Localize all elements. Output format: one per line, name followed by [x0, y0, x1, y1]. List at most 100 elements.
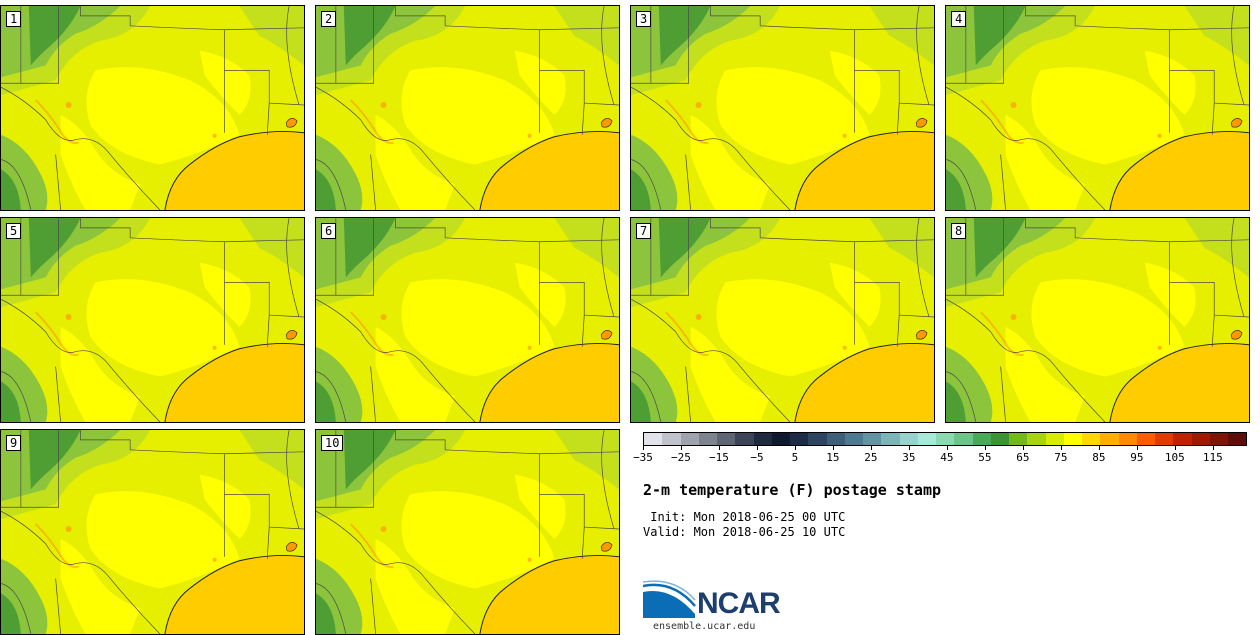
colorbar-tick [832, 446, 834, 450]
postage-stamp-map: 1 [0, 5, 305, 211]
colorbar-ticks: −35 −25 −15 −5 5 15 25 35 45 55 65 75 85 95 105 115 [633, 446, 1247, 466]
temperature-map-icon [1, 218, 304, 422]
colorbar-swatch [936, 433, 955, 445]
colorbar-swatch [717, 433, 736, 445]
colorbar-swatch [771, 433, 790, 445]
colorbar-tick-label: 55 [978, 451, 992, 464]
colorbar-tick-label: −15 [709, 451, 729, 464]
postage-stamp-map: 8 [945, 217, 1250, 423]
colorbar-swatch [881, 433, 900, 445]
colorbar-swatch [753, 433, 772, 445]
colorbar-tick [1022, 446, 1024, 450]
colorbar-tick [1212, 446, 1214, 450]
postage-stamp-map: 5 [0, 217, 305, 423]
colorbar-tick [680, 446, 682, 450]
colorbar-tick [870, 446, 872, 450]
temperature-map-icon [1, 430, 304, 634]
colorbar-swatch [1173, 433, 1192, 445]
colorbar-tick-label: −35 [633, 451, 653, 464]
temperature-map-icon [631, 6, 934, 210]
colorbar-swatch [790, 433, 809, 445]
postage-stamp-map: 3 [630, 5, 935, 211]
colorbar-swatch [1209, 433, 1228, 445]
postage-stamp-map: 10 [315, 429, 620, 635]
colorbar-swatch [808, 433, 827, 445]
member-label: 4 [951, 11, 967, 27]
temperature-map-icon [316, 218, 619, 422]
colorbar-tick [908, 446, 910, 450]
colorbar-swatch [826, 433, 845, 445]
colorbar-tick-label: 65 [1016, 451, 1030, 464]
colorbar-tick-label: −5 [750, 451, 764, 464]
postage-stamp-map: 9 [0, 429, 305, 635]
member-label: 9 [6, 435, 22, 451]
colorbar-swatch [1082, 433, 1101, 445]
postage-stamp-map: 2 [315, 5, 620, 211]
colorbar-tick-label: 115 [1202, 451, 1223, 464]
member-label: 10 [321, 435, 344, 451]
colorbar-tick-label: 75 [1054, 451, 1068, 464]
colorbar-tick [718, 446, 720, 450]
colorbar-swatch [917, 433, 936, 445]
colorbar [643, 432, 1247, 446]
colorbar-tick-label: 45 [940, 451, 954, 464]
valid-time: Valid: Mon 2018-06-25 10 UTC [643, 525, 846, 539]
colorbar-swatch [735, 433, 754, 445]
member-label: 5 [6, 223, 22, 239]
member-label: 3 [636, 11, 652, 27]
colorbar-tick [643, 446, 644, 450]
member-label: 8 [951, 223, 967, 239]
logo-wordmark: NCAR [697, 587, 781, 620]
colorbar-tick [1136, 446, 1138, 450]
logo-url: ensemble.ucar.edu [653, 621, 756, 632]
colorbar-tick [794, 446, 796, 450]
colorbar-swatch [863, 433, 882, 445]
postage-stamp-map: 7 [630, 217, 935, 423]
colorbar-tick-label: 95 [1130, 451, 1144, 464]
colorbar-swatch [1009, 433, 1028, 445]
colorbar-tick [946, 446, 948, 450]
postage-stamp-map: 6 [315, 217, 620, 423]
colorbar-swatch [972, 433, 991, 445]
colorbar-swatch [1228, 433, 1247, 445]
colorbar-swatch [680, 433, 699, 445]
member-label: 6 [321, 223, 337, 239]
temperature-map-icon [316, 6, 619, 210]
colorbar-swatch [662, 433, 681, 445]
colorbar-tick-label: −25 [671, 451, 691, 464]
init-time: Init: Mon 2018-06-25 00 UTC [643, 510, 846, 524]
colorbar-swatch [1100, 433, 1119, 445]
colorbar-tick-label: 85 [1092, 451, 1106, 464]
colorbar-tick-label: 35 [902, 451, 916, 464]
member-label: 1 [6, 11, 22, 27]
colorbar-tick [1060, 446, 1062, 450]
colorbar-tick-label: 25 [864, 451, 878, 464]
colorbar-tick [1174, 446, 1176, 450]
colorbar-swatch [1155, 433, 1174, 445]
temperature-map-icon [946, 218, 1249, 422]
colorbar-tick [756, 446, 758, 450]
temperature-map-icon [946, 6, 1249, 210]
member-label: 7 [636, 223, 652, 239]
colorbar-swatch [899, 433, 918, 445]
colorbar-swatch [1191, 433, 1210, 445]
member-label: 2 [321, 11, 337, 27]
colorbar-swatch [1136, 433, 1155, 445]
colorbar-swatch [954, 433, 973, 445]
colorbar-swatch [698, 433, 717, 445]
colorbar-tick-label: 105 [1164, 451, 1185, 464]
colorbar-swatch [1063, 433, 1082, 445]
colorbar-swatch [990, 433, 1009, 445]
postage-stamp-map: 4 [945, 5, 1250, 211]
colorbar-swatch [1118, 433, 1137, 445]
colorbar-swatch [844, 433, 863, 445]
colorbar-tick-label: 5 [791, 451, 799, 464]
colorbar-swatch [1045, 433, 1064, 445]
temperature-map-icon [631, 218, 934, 422]
figure-title: 2-m temperature (F) postage stamp [643, 481, 942, 499]
colorbar-tick-label: 15 [826, 451, 840, 464]
temperature-map-icon [1, 6, 304, 210]
colorbar-swatch [1027, 433, 1046, 445]
colorbar-tick [984, 446, 986, 450]
